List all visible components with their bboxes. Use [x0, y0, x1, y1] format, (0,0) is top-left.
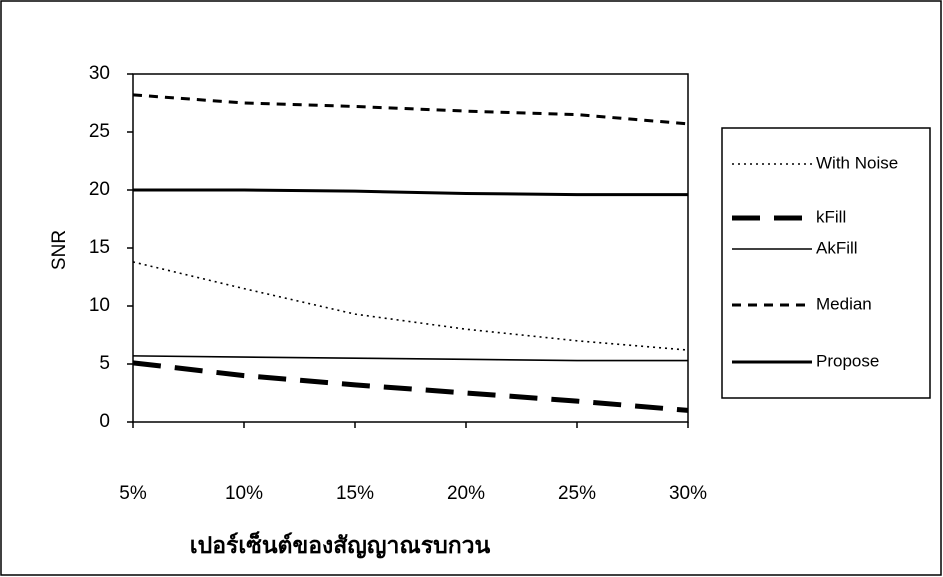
y-axis-label: SNR: [49, 230, 70, 270]
legend-box: [721, 127, 931, 399]
y-tick-label: 30: [89, 63, 110, 84]
x-tick-label: 30%: [669, 483, 707, 504]
legend-entry: AkFill: [732, 238, 858, 257]
y-tick-label: 25: [89, 121, 110, 142]
x-tick-label: 20%: [447, 483, 485, 504]
legend-label: With Noise: [816, 153, 898, 172]
x-tick-label: 15%: [336, 483, 374, 504]
legend-entry: With Noise: [732, 153, 898, 172]
legend-label: AkFill: [816, 238, 858, 257]
series-line: [133, 188, 688, 197]
series-line: [132, 355, 688, 362]
y-tick-label: 10: [89, 295, 110, 316]
x-axis-label: เปอร์เซ็นต์ของสัญญาณรบกวน: [190, 530, 491, 559]
legend-label: Median: [816, 294, 872, 313]
legend-label: Propose: [816, 351, 879, 370]
series-line: [132, 360, 689, 413]
x-tick-label: 25%: [558, 483, 596, 504]
y-tick-label: 0: [99, 411, 110, 432]
legend-label: kFill: [816, 207, 846, 226]
x-tick-label: 10%: [225, 483, 263, 504]
legend-entry: kFill: [732, 207, 846, 226]
y-tick-label: 20: [89, 179, 110, 200]
y-tick-label: 15: [89, 237, 110, 258]
legend-entry: Median: [732, 294, 872, 313]
x-tick-label: 5%: [119, 483, 147, 504]
y-tick-label: 5: [99, 353, 110, 374]
series-line: [132, 93, 689, 126]
legend-entry: Propose: [732, 351, 879, 370]
